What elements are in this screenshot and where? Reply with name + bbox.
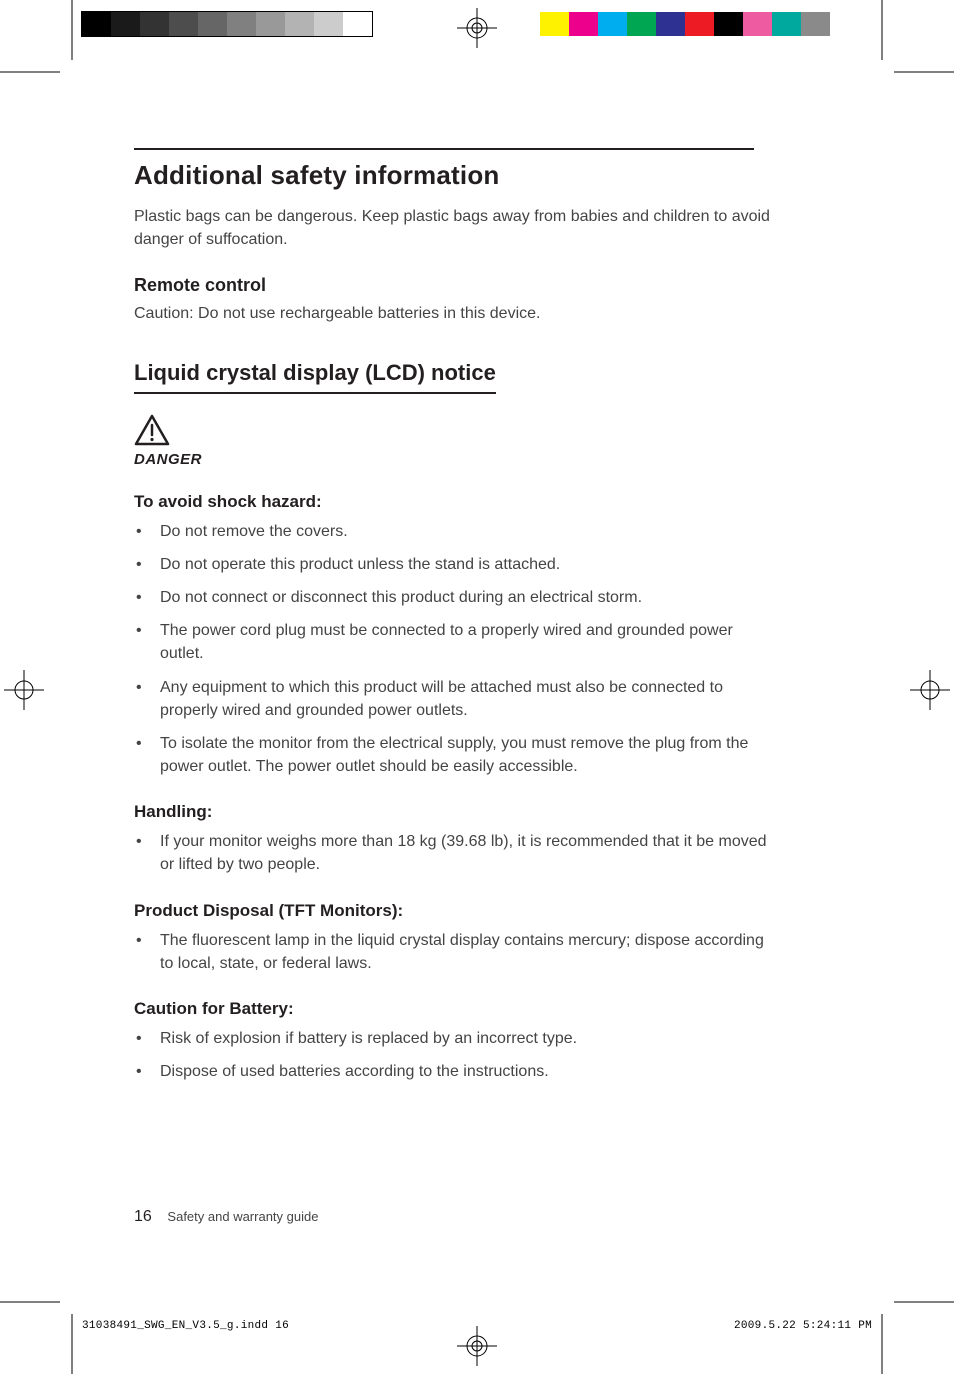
bullet-list: Do not remove the covers. Do not operate … [134,520,774,779]
registration-target-left [4,670,44,710]
bullet-item: If your monitor weighs more than 18 kg (… [134,830,774,876]
bullet-list: The fluorescent lamp in the liquid cryst… [134,929,774,975]
remote-caution: Caution: Do not use rechargeable batteri… [134,302,794,325]
bullet-item: To isolate the monitor from the electric… [134,732,774,778]
bullet-item: Any equipment to which this product will… [134,676,774,722]
bullet-list: If your monitor weighs more than 18 kg (… [134,830,774,876]
swatch [627,12,656,36]
swatch [285,12,314,36]
section-heading: Caution for Battery: [134,999,794,1019]
bullet-item: The power cord plug must be connected to… [134,619,774,665]
swatch [569,12,598,36]
swatch [598,12,627,36]
crop-mark-tr [864,0,954,100]
swatch [169,12,198,36]
page-footer: 16 Safety and warranty guide [134,1208,318,1226]
bullet-item: Dispose of used batteries according to t… [134,1060,774,1083]
swatch [656,12,685,36]
bullet-item: The fluorescent lamp in the liquid cryst… [134,929,774,975]
swatch [227,12,256,36]
swatch [256,12,285,36]
remote-heading: Remote control [134,275,794,296]
registration-color-bar [540,12,830,36]
swatch [314,12,343,36]
warning-icon [134,414,170,446]
page-number: 16 [134,1208,152,1225]
registration-target-top [452,8,502,48]
swatch [801,12,830,36]
section-heading: Handling: [134,802,794,822]
page-content: Additional safety information Plastic ba… [134,148,794,1093]
doc-title: Safety and warranty guide [167,1209,318,1224]
swatch [772,12,801,36]
swatch [198,12,227,36]
sections-container: To avoid shock hazard: Do not remove the … [134,492,794,1084]
swatch [685,12,714,36]
swatch [140,12,169,36]
lcd-heading: Liquid crystal display (LCD) notice [134,360,496,394]
bullet-item: Do not remove the covers. [134,520,774,543]
swatch [714,12,743,36]
bullet-item: Do not operate this product unless the s… [134,553,774,576]
registration-target-bottom [452,1326,502,1366]
bullet-item: Risk of explosion if battery is replaced… [134,1027,774,1050]
section-heading: To avoid shock hazard: [134,492,794,512]
bullet-item: Do not connect or disconnect this produc… [134,586,774,609]
registration-target-right [910,670,950,710]
danger-label: DANGER [134,451,794,468]
section-heading: Product Disposal (TFT Monitors): [134,901,794,921]
swatch [540,12,569,36]
danger-block: DANGER [134,414,794,468]
swatch [111,12,140,36]
swatch [743,12,772,36]
crop-mark-tl [0,0,90,100]
bullet-list: Risk of explosion if battery is replaced… [134,1027,774,1083]
crop-mark-br [864,1274,954,1374]
slug-timestamp: 2009.5.22 5:24:11 PM [734,1320,872,1332]
page-title: Additional safety information [134,160,794,191]
registration-grayscale-bar [82,12,372,36]
slug-filename: 31038491_SWG_EN_V3.5_g.indd 16 [82,1320,289,1332]
crop-mark-bl [0,1274,90,1374]
intro-paragraph: Plastic bags can be dangerous. Keep plas… [134,205,774,251]
title-rule [134,148,754,150]
swatch [343,12,372,36]
